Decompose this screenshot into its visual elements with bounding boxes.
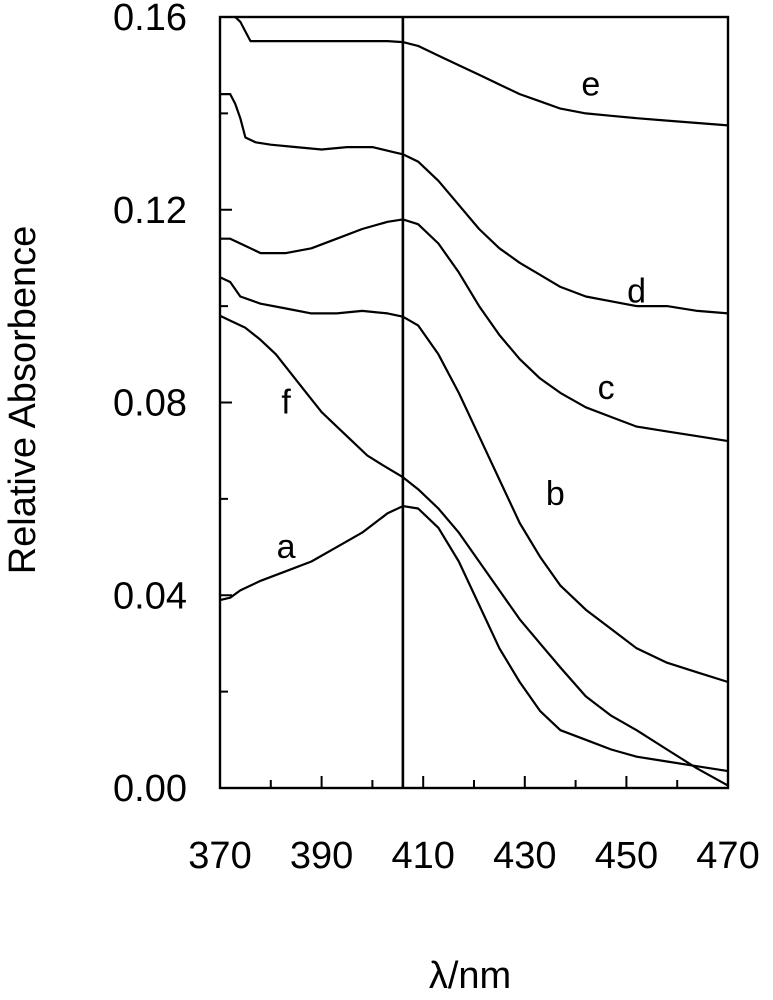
y-tick-label: 0.04	[113, 575, 187, 617]
series-a-line	[219, 505, 729, 773]
series-c-label: c	[598, 369, 615, 407]
series-d-label: d	[627, 273, 646, 311]
y-axis-ticks: 0.00 0.04 0.08 0.12 0.16	[113, 0, 232, 810]
series-e-label: e	[581, 65, 600, 103]
y-tick-label: 0.16	[113, 0, 187, 39]
y-axis-title: Relative Absorbence	[2, 226, 44, 575]
x-tick-label: 370	[188, 835, 251, 877]
series-f-label: f	[281, 384, 291, 422]
x-tick-label: 470	[696, 835, 759, 877]
y-tick-label: 0.00	[113, 768, 187, 810]
series-b-label: b	[546, 475, 565, 513]
series-b-line	[219, 276, 729, 684]
y-tick-label: 0.08	[113, 383, 187, 425]
x-tick-label: 410	[391, 835, 454, 877]
series-c-line	[220, 218, 729, 443]
series-f-line	[219, 314, 729, 787]
series-a-label: a	[277, 528, 296, 566]
plot-frame	[218, 15, 730, 790]
x-axis-ticks: 370 390 410 430 450 470	[188, 776, 760, 877]
series-group: a b c d e f	[219, 16, 729, 787]
series-e-line	[234, 16, 729, 127]
x-tick-label: 430	[493, 835, 556, 877]
x-tick-label: 390	[290, 835, 353, 877]
y-tick-label: 0.12	[113, 190, 187, 232]
x-axis-title: λ/nm	[429, 955, 511, 997]
series-d-line	[220, 93, 729, 315]
x-tick-label: 450	[595, 835, 658, 877]
